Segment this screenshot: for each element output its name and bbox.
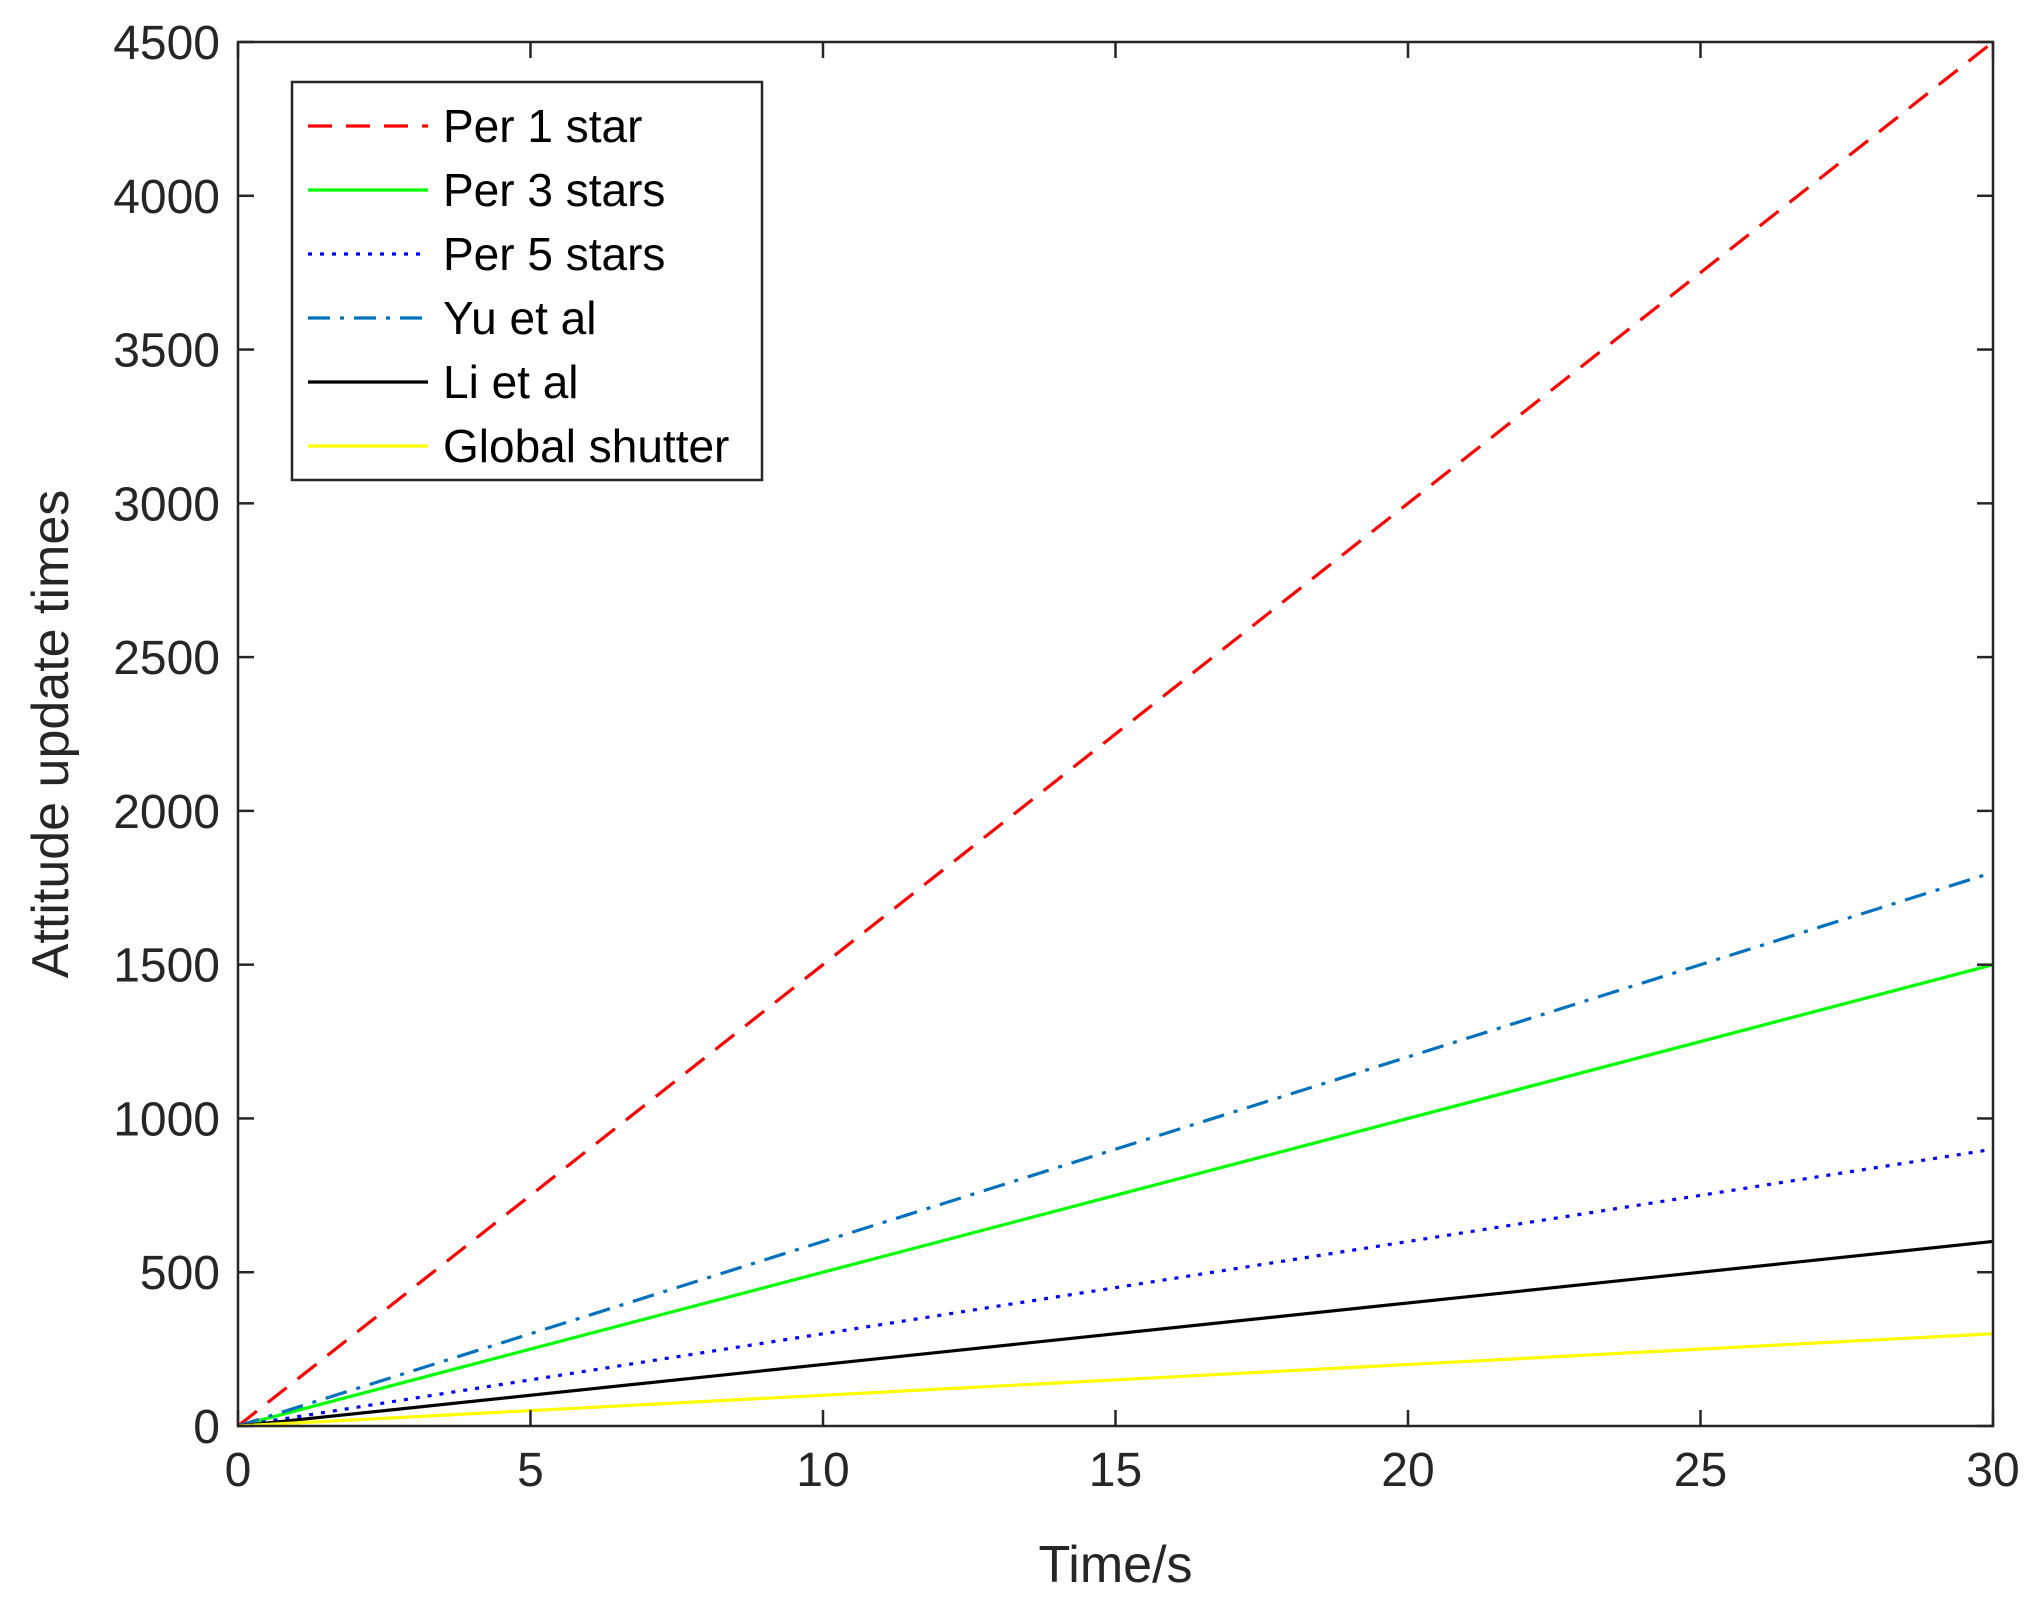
y-tick-label: 500 [140,1247,220,1300]
y-tick-label: 1500 [113,940,220,993]
legend-label-4: Yu et al [443,292,596,344]
x-tick-label: 15 [1089,1444,1142,1497]
series-line-2 [237,963,1994,1428]
legend-label-6: Global shutter [443,420,729,472]
x-tick-label: 20 [1381,1444,1434,1497]
y-tick-label: 4000 [113,171,220,224]
y-tick-label: 3000 [113,478,220,531]
y-tick-label: 1000 [113,1093,220,1146]
series-line-3 [237,1147,1994,1428]
y-tick-label: 2500 [113,632,220,685]
series-layer [237,40,1994,1428]
x-tick-label: 10 [796,1444,849,1497]
y-tick-label: 3500 [113,325,220,378]
series-line-5 [237,1239,1994,1428]
y-tick-label: 0 [193,1401,220,1454]
x-tick-label: 0 [225,1444,252,1497]
x-tick-label: 5 [517,1444,544,1497]
legend-label-2: Per 3 stars [443,164,665,216]
y-tick-label: 2000 [113,786,220,839]
y-tick-label: 4500 [113,17,220,70]
y-axis-title: Attitude update times [22,490,80,979]
x-tick-label: 25 [1674,1444,1727,1497]
axis-ticks: 0 5 10 15 20 25 30 0 500 1000 1500 2000 2500 3000 3500… [113,17,2019,1497]
x-axis-title: Time/s [1038,1536,1192,1594]
legend-label-5: Li et al [443,356,579,408]
legend: Per 1 star Per 3 stars Per 5 stars Yu et al… [290,80,764,482]
x-tick-label: 30 [1966,1444,2019,1497]
series-line-1 [237,40,1994,1428]
series-line-4 [237,870,1994,1428]
legend-label-1: Per 1 star [443,100,642,152]
legend-label-3: Per 5 stars [443,228,665,280]
legend-box [290,80,764,482]
